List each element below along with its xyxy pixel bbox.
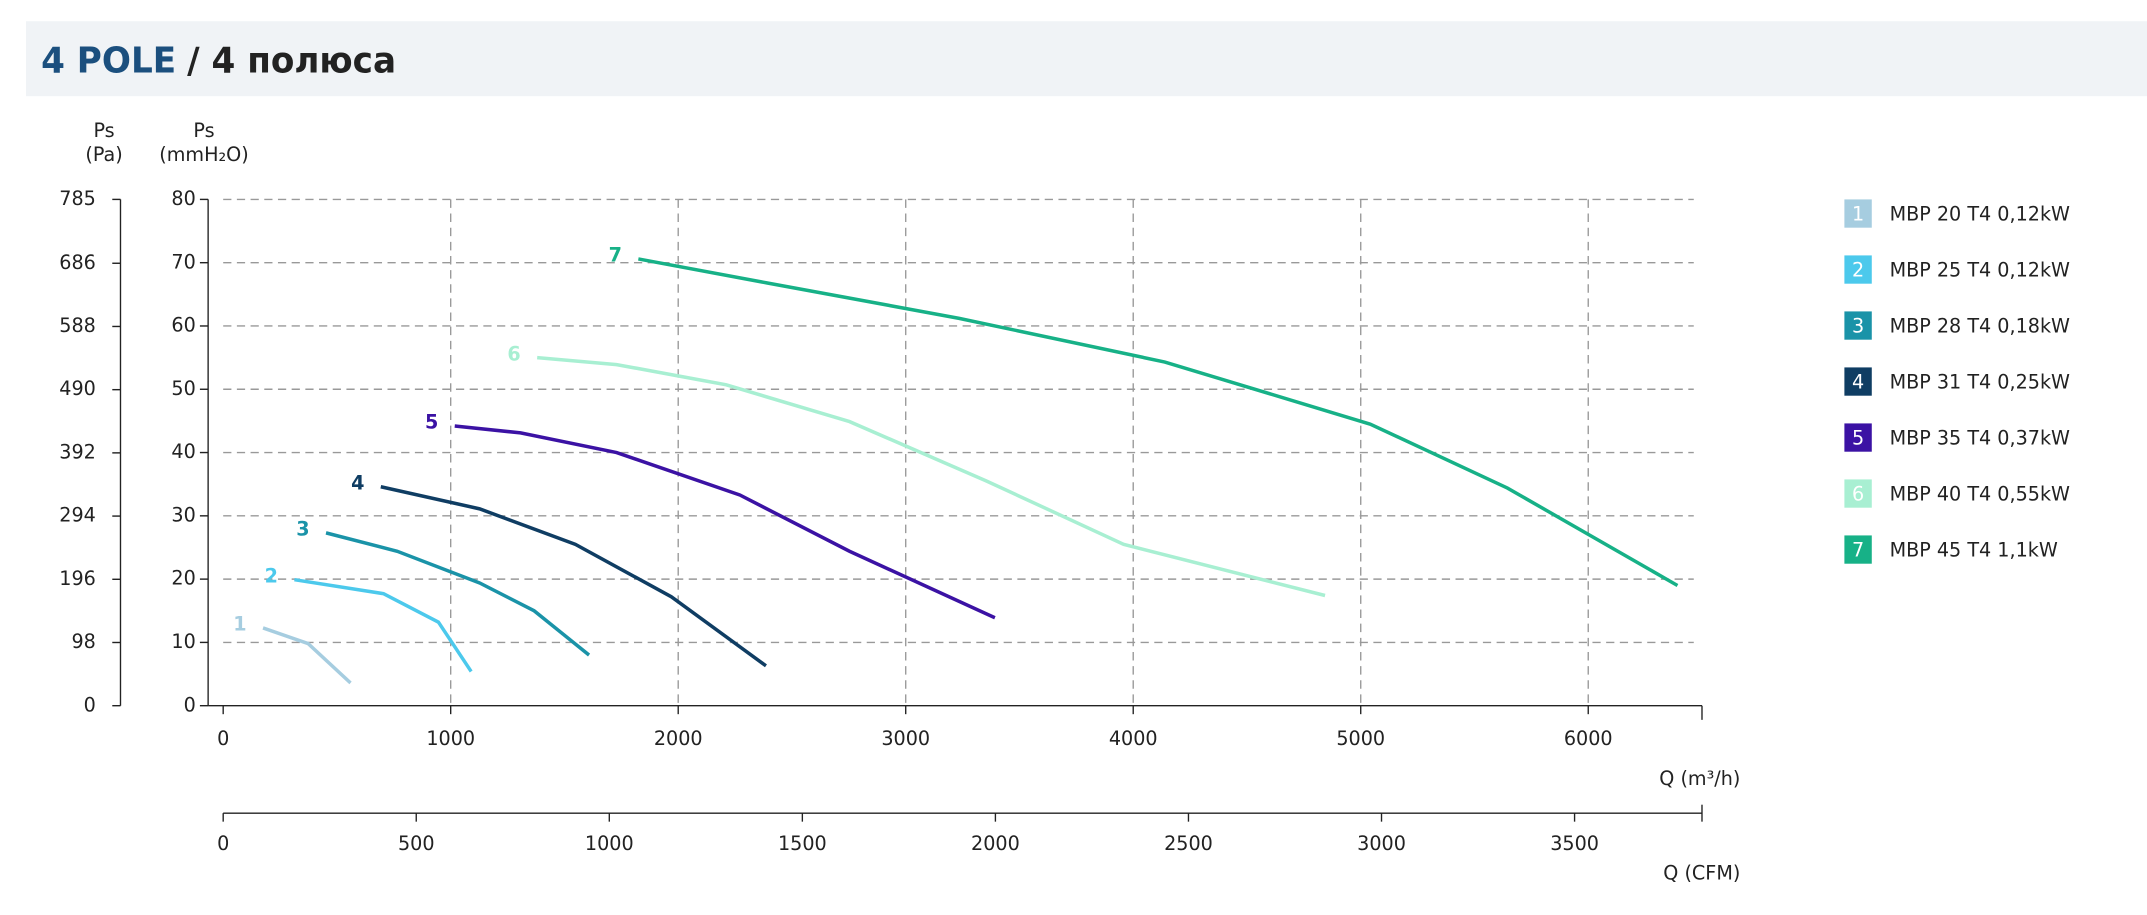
y-tick-label: 30: [171, 503, 195, 526]
x2-tick-label: 2000: [971, 832, 1020, 855]
y2-label: (Pa): [85, 143, 122, 166]
legend-swatch: [1844, 255, 1872, 284]
legend-number: 5: [1852, 426, 1864, 449]
x-tick-label: 6000: [1564, 727, 1613, 750]
legend-label: MBP 35 T4 0,37kW: [1890, 426, 2070, 449]
x-tick-label: 0: [217, 727, 229, 750]
legend-swatch: [1844, 311, 1872, 340]
curve-label: 3: [296, 517, 309, 540]
y-tick-label: 10: [171, 630, 195, 653]
x-tick-label: 4000: [1109, 727, 1158, 750]
x2-tick-label: 3000: [1357, 832, 1406, 855]
y-label: (mmH₂O): [159, 143, 248, 166]
curve: [537, 355, 1326, 598]
curve: [454, 424, 996, 620]
header-title: 4 POLE / 4 полюса: [41, 41, 396, 82]
legend-label: MBP 45 T4 1,1kW: [1890, 538, 2058, 561]
legend-number: 6: [1852, 482, 1864, 505]
legend-number: 4: [1852, 370, 1864, 393]
legend-label: MBP 40 T4 0,55kW: [1890, 482, 2070, 505]
x2-tick-label: 500: [398, 832, 435, 855]
curve: [325, 531, 591, 657]
curve: [294, 577, 473, 673]
x2-tick-label: 3500: [1550, 832, 1599, 855]
y-tick-label: 80: [171, 187, 195, 210]
y2-tick-label: 294: [59, 503, 96, 526]
legend-label: MBP 28 T4 0,18kW: [1890, 314, 2070, 337]
y2-tick-label: 98: [71, 630, 95, 653]
y2-tick-label: 0: [84, 693, 96, 716]
legend-number: 2: [1852, 258, 1864, 281]
y2-tick-label: 490: [59, 377, 96, 400]
x-tick-label: 2000: [654, 727, 703, 750]
curve-label: 5: [425, 410, 438, 433]
x2-tick-label: 0: [217, 832, 229, 855]
x2-tick-label: 2500: [1164, 832, 1213, 855]
y-tick-label: 60: [171, 313, 195, 336]
curve-label: 4: [351, 471, 364, 494]
x-tick-label: 1000: [426, 727, 475, 750]
legend-swatch: [1844, 423, 1872, 452]
y-tick-label: 70: [171, 250, 195, 273]
title: 4 POLE: [41, 41, 176, 82]
subtitle: / 4 полюса: [187, 41, 396, 82]
curve: [380, 485, 767, 668]
x2-tick-label: 1500: [778, 832, 827, 855]
legend-swatch: [1844, 367, 1872, 396]
x-label: Q (m³/h): [1659, 767, 1740, 790]
legend-number: 7: [1852, 538, 1864, 561]
y2-tick-label: 686: [59, 251, 96, 274]
x-tick-label: 3000: [881, 727, 930, 750]
y2-tick-label: 588: [59, 314, 96, 337]
curve: [638, 257, 1679, 588]
legend-number: 3: [1852, 314, 1864, 337]
y2-tick-label: 785: [59, 187, 96, 210]
y-tick-label: 50: [171, 377, 195, 400]
legend-number: 1: [1852, 202, 1864, 225]
y-tick-label: 0: [184, 693, 196, 716]
legend-label: MBP 25 T4 0,12kW: [1890, 258, 2070, 281]
y-label-top: Ps: [193, 119, 214, 142]
x2-tick-label: 1000: [585, 832, 634, 855]
curve-label: 2: [265, 564, 278, 587]
legend-swatch: [1844, 535, 1872, 564]
curve: [262, 626, 352, 685]
curve-label: 7: [609, 243, 622, 266]
header-band: [26, 21, 2147, 97]
x-tick-label: 5000: [1336, 727, 1385, 750]
legend-label: MBP 31 T4 0,25kW: [1890, 370, 2070, 393]
legend-swatch: [1844, 199, 1872, 228]
curve-label: 6: [507, 342, 520, 365]
y2-label-top: Ps: [93, 119, 114, 142]
y-tick-label: 40: [171, 440, 195, 463]
y-tick-label: 20: [171, 566, 195, 589]
x2-label: Q (CFM): [1663, 861, 1740, 884]
curve-label: 1: [233, 612, 246, 635]
legend-label: MBP 20 T4 0,12kW: [1890, 202, 2070, 225]
y2-tick-label: 392: [59, 440, 96, 463]
y2-tick-label: 196: [59, 567, 96, 590]
legend-swatch: [1844, 479, 1872, 508]
